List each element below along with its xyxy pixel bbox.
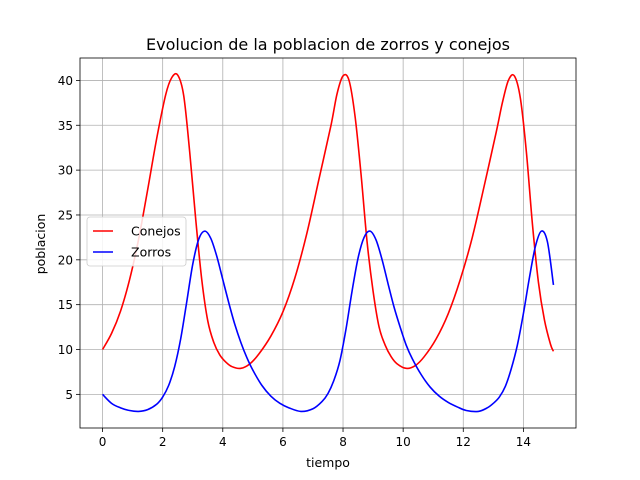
legend: Conejos Zorros — [86, 216, 187, 267]
x-tick-label: 14 — [516, 435, 531, 449]
x-axis-label: tiempo — [306, 455, 350, 470]
chart-title: Evolucion de la poblacion de zorros y co… — [146, 35, 510, 54]
y-tick-label: 35 — [58, 119, 73, 133]
series-line-zorros — [101, 230, 555, 413]
y-tick-label: 15 — [58, 298, 73, 312]
x-tick-label: 12 — [456, 435, 471, 449]
y-tick-label: 5 — [65, 388, 73, 402]
axes-frame — [79, 57, 577, 429]
y-axis-label: poblacion — [33, 214, 48, 275]
x-tick-label: 8 — [339, 435, 347, 449]
series-lines — [101, 72, 555, 413]
y-tick-label: 25 — [58, 208, 73, 222]
x-tick-label: 10 — [396, 435, 411, 449]
legend-box — [86, 216, 187, 267]
ticks: 0 2 4 6 8 10 12 14 5 10 15 20 25 30 35 40 — [58, 74, 531, 449]
legend-label-zorros: Zorros — [131, 245, 171, 260]
y-tick-label: 40 — [58, 74, 73, 88]
y-tick-label: 30 — [58, 164, 73, 178]
x-tick-label: 4 — [219, 435, 227, 449]
x-tick-label: 2 — [159, 435, 167, 449]
x-tick-label: 6 — [279, 435, 287, 449]
x-tick-label: 0 — [99, 435, 107, 449]
legend-label-conejos: Conejos — [131, 224, 181, 239]
series-line-conejos — [101, 72, 555, 370]
y-tick-label: 20 — [58, 253, 73, 267]
y-tick-label: 10 — [58, 343, 73, 357]
